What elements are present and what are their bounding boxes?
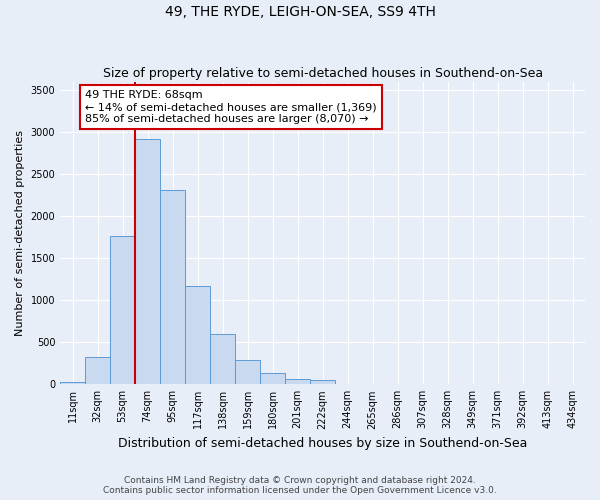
Bar bbox=[85, 358, 110, 384]
Title: Size of property relative to semi-detached houses in Southend-on-Sea: Size of property relative to semi-detach… bbox=[103, 66, 542, 80]
Bar bbox=[60, 382, 85, 384]
Bar bbox=[260, 372, 285, 384]
Bar bbox=[160, 190, 185, 384]
Bar bbox=[210, 334, 235, 384]
Text: 49 THE RYDE: 68sqm
← 14% of semi-detached houses are smaller (1,369)
85% of semi: 49 THE RYDE: 68sqm ← 14% of semi-detache… bbox=[85, 90, 377, 124]
Y-axis label: Number of semi-detached properties: Number of semi-detached properties bbox=[15, 130, 25, 336]
Bar bbox=[235, 360, 260, 384]
Text: 49, THE RYDE, LEIGH-ON-SEA, SS9 4TH: 49, THE RYDE, LEIGH-ON-SEA, SS9 4TH bbox=[164, 5, 436, 19]
Bar bbox=[185, 286, 210, 384]
Text: Contains HM Land Registry data © Crown copyright and database right 2024.
Contai: Contains HM Land Registry data © Crown c… bbox=[103, 476, 497, 495]
Bar bbox=[310, 380, 335, 384]
Bar bbox=[135, 139, 160, 384]
Bar bbox=[285, 380, 310, 384]
Bar bbox=[110, 236, 135, 384]
X-axis label: Distribution of semi-detached houses by size in Southend-on-Sea: Distribution of semi-detached houses by … bbox=[118, 437, 527, 450]
